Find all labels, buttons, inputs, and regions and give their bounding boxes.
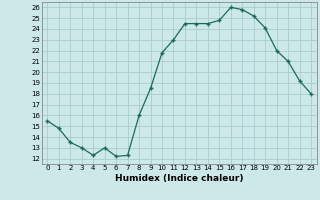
X-axis label: Humidex (Indice chaleur): Humidex (Indice chaleur) [115,174,244,183]
